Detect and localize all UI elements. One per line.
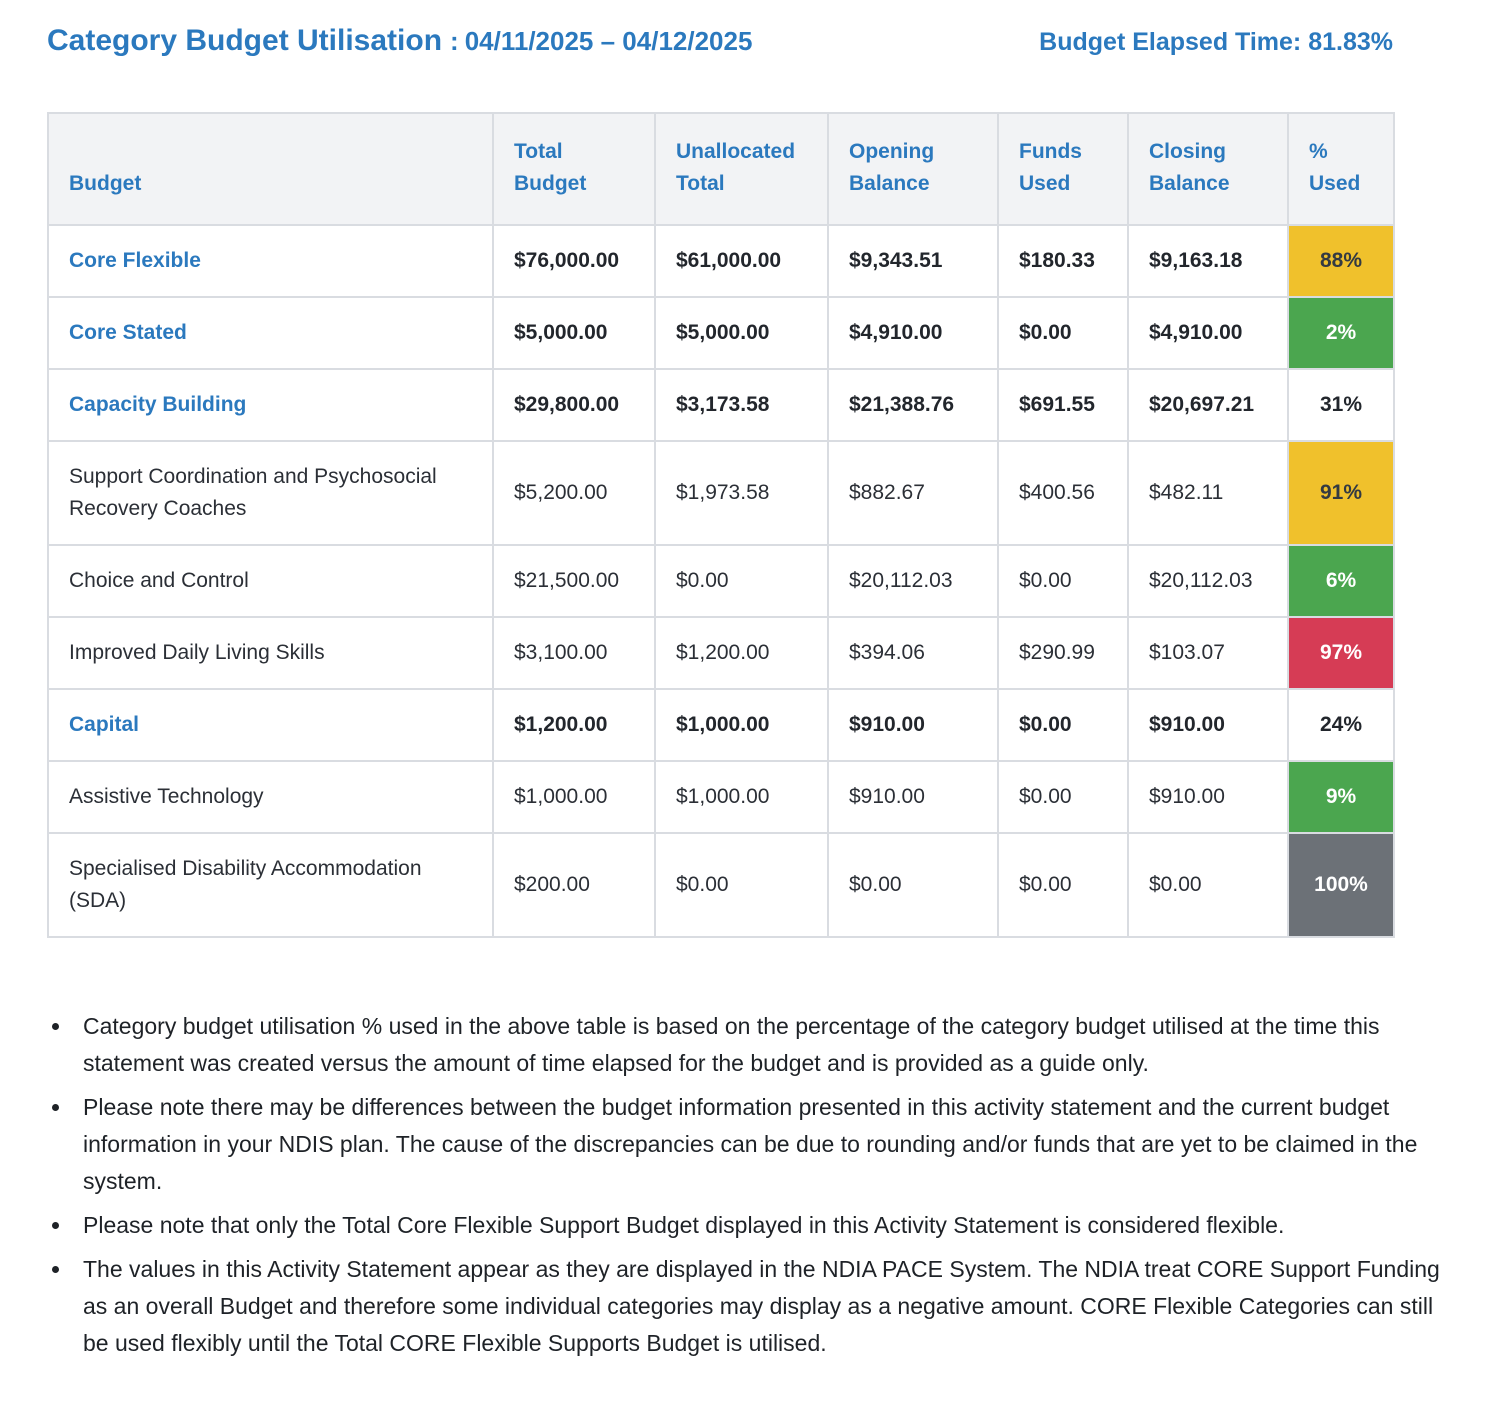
table-row: Choice and Control $21,500.00 $0.00 $20,112… xyxy=(47,544,1395,618)
column-header-pct-used: % Used xyxy=(1287,112,1395,226)
unallocated-total-cell: $5,000.00 xyxy=(654,296,829,370)
opening-balance-cell: $394.06 xyxy=(827,616,999,690)
funds-used-cell: $0.00 xyxy=(997,544,1129,618)
title-separator: : xyxy=(450,26,459,56)
table-row: Improved Daily Living Skills $3,100.00 $1,… xyxy=(47,616,1395,690)
budget-category-cell: Improved Daily Living Skills xyxy=(47,616,494,690)
funds-used-cell: $400.56 xyxy=(997,440,1129,546)
total-budget-cell: $21,500.00 xyxy=(492,544,656,618)
column-header-funds-used: Funds Used xyxy=(997,112,1129,226)
funds-used-cell: $0.00 xyxy=(997,296,1129,370)
budget-elapsed-time: Budget Elapsed Time: 81.83% xyxy=(1039,28,1393,56)
footnote-utilisation-guide: Category budget utilisation % used in th… xyxy=(73,1008,1445,1082)
footnote-differences: Please note there may be differences bet… xyxy=(73,1089,1445,1200)
pct-used-cell: 31% xyxy=(1287,368,1395,442)
closing-balance-cell: $9,163.18 xyxy=(1127,224,1289,298)
unallocated-total-cell: $61,000.00 xyxy=(654,224,829,298)
total-budget-cell: $29,800.00 xyxy=(492,368,656,442)
unallocated-total-cell: $0.00 xyxy=(654,832,829,938)
column-header-budget: Budget xyxy=(47,112,494,226)
column-header-opening-balance: Opening Balance xyxy=(827,112,999,226)
footnote-ndia-pace: The values in this Activity Statement ap… xyxy=(73,1251,1445,1362)
budget-category-cell[interactable]: Core Flexible xyxy=(47,224,494,298)
opening-balance-cell: $910.00 xyxy=(827,688,999,762)
funds-used-cell: $0.00 xyxy=(997,832,1129,938)
total-budget-cell: $5,000.00 xyxy=(492,296,656,370)
closing-balance-cell: $910.00 xyxy=(1127,688,1289,762)
column-header-unallocated-total: Unallocated Total xyxy=(654,112,829,226)
budget-category-cell: Assistive Technology xyxy=(47,760,494,834)
total-budget-cell: $1,200.00 xyxy=(492,688,656,762)
table-row: Core Flexible $76,000.00 $61,000.00 $9,343.… xyxy=(47,224,1395,298)
funds-used-cell: $691.55 xyxy=(997,368,1129,442)
budget-category-cell[interactable]: Capital xyxy=(47,688,494,762)
funds-used-cell: $0.00 xyxy=(997,688,1129,762)
funds-used-cell: $180.33 xyxy=(997,224,1129,298)
opening-balance-cell: $4,910.00 xyxy=(827,296,999,370)
closing-balance-cell: $482.11 xyxy=(1127,440,1289,546)
pct-used-cell: 91% xyxy=(1287,440,1395,546)
opening-balance-cell: $9,343.51 xyxy=(827,224,999,298)
statement-date-range: 04/11/2025 – 04/12/2025 xyxy=(464,26,753,56)
closing-balance-cell: $103.07 xyxy=(1127,616,1289,690)
table-row: Specialised Disability Accommodation (SD… xyxy=(47,832,1395,938)
closing-balance-cell: $4,910.00 xyxy=(1127,296,1289,370)
opening-balance-cell: $20,112.03 xyxy=(827,544,999,618)
closing-balance-cell: $0.00 xyxy=(1127,832,1289,938)
unallocated-total-cell: $3,173.58 xyxy=(654,368,829,442)
budget-category-cell: Specialised Disability Accommodation (SD… xyxy=(47,832,494,938)
unallocated-total-cell: $1,000.00 xyxy=(654,688,829,762)
pct-used-cell: 6% xyxy=(1287,544,1395,618)
unallocated-total-cell: $1,973.58 xyxy=(654,440,829,546)
total-budget-cell: $76,000.00 xyxy=(492,224,656,298)
opening-balance-cell: $0.00 xyxy=(827,832,999,938)
closing-balance-cell: $910.00 xyxy=(1127,760,1289,834)
pct-used-cell: 97% xyxy=(1287,616,1395,690)
page-title-text: Category Budget Utilisation xyxy=(47,24,443,57)
page-header: Category Budget Utilisation:04/11/2025 –… xyxy=(47,24,1393,58)
table-row: Capacity Building $29,800.00 $3,173.58 $21,… xyxy=(47,368,1395,442)
pct-used-cell: 2% xyxy=(1287,296,1395,370)
table-row: Support Coordination and Psychosocial Re… xyxy=(47,440,1395,546)
total-budget-cell: $200.00 xyxy=(492,832,656,938)
funds-used-cell: $0.00 xyxy=(997,760,1129,834)
closing-balance-cell: $20,697.21 xyxy=(1127,368,1289,442)
total-budget-cell: $5,200.00 xyxy=(492,440,656,546)
closing-balance-cell: $20,112.03 xyxy=(1127,544,1289,618)
category-budget-table: Budget Total Budget Unallocated Total Op… xyxy=(47,112,1395,938)
total-budget-cell: $1,000.00 xyxy=(492,760,656,834)
unallocated-total-cell: $1,200.00 xyxy=(654,616,829,690)
page-title: Category Budget Utilisation:04/11/2025 –… xyxy=(47,24,752,58)
pct-used-cell: 88% xyxy=(1287,224,1395,298)
unallocated-total-cell: $1,000.00 xyxy=(654,760,829,834)
table-row: Assistive Technology $1,000.00 $1,000.00 $9… xyxy=(47,760,1395,834)
budget-category-cell: Support Coordination and Psychosocial Re… xyxy=(47,440,494,546)
table-row: Core Stated $5,000.00 $5,000.00 $4,910.00 $0… xyxy=(47,296,1395,370)
budget-category-cell[interactable]: Core Stated xyxy=(47,296,494,370)
table-row: Capital $1,200.00 $1,000.00 $910.00 $0.00 $91… xyxy=(47,688,1395,762)
footnotes-list: Category budget utilisation % used in th… xyxy=(73,1008,1445,1362)
budget-category-cell: Choice and Control xyxy=(47,544,494,618)
opening-balance-cell: $21,388.76 xyxy=(827,368,999,442)
pct-used-cell: 100% xyxy=(1287,832,1395,938)
pct-used-cell: 9% xyxy=(1287,760,1395,834)
opening-balance-cell: $910.00 xyxy=(827,760,999,834)
column-header-closing-balance: Closing Balance xyxy=(1127,112,1289,226)
unallocated-total-cell: $0.00 xyxy=(654,544,829,618)
total-budget-cell: $3,100.00 xyxy=(492,616,656,690)
table-header-row: Budget Total Budget Unallocated Total Op… xyxy=(47,112,1395,226)
opening-balance-cell: $882.67 xyxy=(827,440,999,546)
column-header-total-budget: Total Budget xyxy=(492,112,656,226)
budget-category-cell[interactable]: Capacity Building xyxy=(47,368,494,442)
footnote-core-flexible: Please note that only the Total Core Fle… xyxy=(73,1207,1445,1244)
funds-used-cell: $290.99 xyxy=(997,616,1129,690)
pct-used-cell: 24% xyxy=(1287,688,1395,762)
